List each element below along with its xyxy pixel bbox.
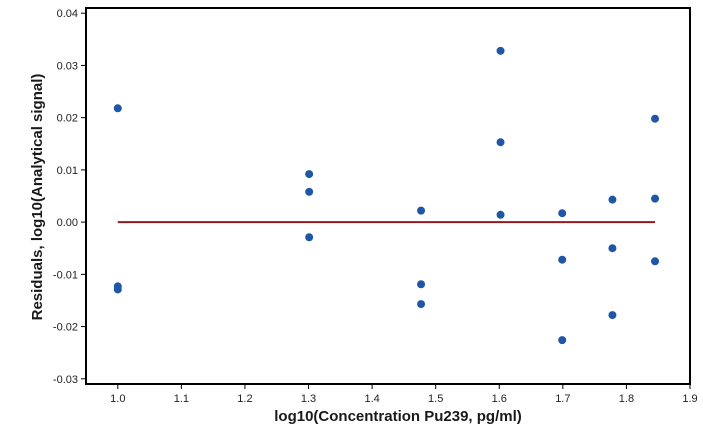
data-point xyxy=(496,210,505,219)
data-point xyxy=(651,114,660,123)
x-tick-label: 1.6 xyxy=(492,393,507,405)
y-tick-label: 0.00 xyxy=(57,217,78,229)
x-tick-label: 1.2 xyxy=(237,393,252,405)
plot-area-border xyxy=(85,7,691,385)
y-tick-label: 0.04 xyxy=(57,8,78,20)
data-point xyxy=(305,187,314,196)
data-point xyxy=(651,194,660,203)
data-points xyxy=(113,46,660,345)
plot-frame xyxy=(85,7,691,385)
y-axis: -0.03 -0.02 -0.01 0.00 0.01 0.02 0.03 0.04 xyxy=(53,8,86,386)
x-tick-label: 1.0 xyxy=(110,393,125,405)
data-point xyxy=(417,280,426,289)
x-axis-label: log10(Concentration Pu239, pg/ml) xyxy=(274,408,522,425)
data-point xyxy=(558,209,567,218)
data-point xyxy=(496,46,505,55)
data-point xyxy=(113,285,122,294)
data-point xyxy=(305,233,314,242)
data-point xyxy=(608,244,617,253)
y-tick-label: 0.01 xyxy=(57,165,78,177)
y-axis-label: Residuals, log10(Analytical signal) xyxy=(29,74,46,321)
data-point xyxy=(558,336,567,345)
data-point xyxy=(608,311,617,320)
x-tick-label: 1.7 xyxy=(555,393,570,405)
y-tick-label: 0.03 xyxy=(57,60,78,72)
data-point xyxy=(305,170,314,179)
x-tick-label: 1.1 xyxy=(174,393,189,405)
y-tick-label: 0.02 xyxy=(57,113,78,125)
x-tick-label: 1.4 xyxy=(364,393,379,405)
data-point xyxy=(496,138,505,147)
data-point xyxy=(608,195,617,204)
x-tick-label: 1.5 xyxy=(428,393,443,405)
y-tick-label: -0.02 xyxy=(53,322,78,334)
data-point xyxy=(417,206,426,215)
data-point xyxy=(651,257,660,266)
data-point xyxy=(558,255,567,264)
data-point xyxy=(113,104,122,113)
y-tick-label: -0.03 xyxy=(53,374,78,386)
x-tick-label: 1.9 xyxy=(682,393,697,405)
x-axis: 1.0 1.1 1.2 1.3 1.4 1.5 1.6 1.7 1.8 1.9 xyxy=(110,384,698,405)
x-tick-label: 1.8 xyxy=(619,393,634,405)
x-tick-label: 1.3 xyxy=(301,393,316,405)
y-tick-label: -0.01 xyxy=(53,269,78,281)
data-point xyxy=(417,300,426,309)
